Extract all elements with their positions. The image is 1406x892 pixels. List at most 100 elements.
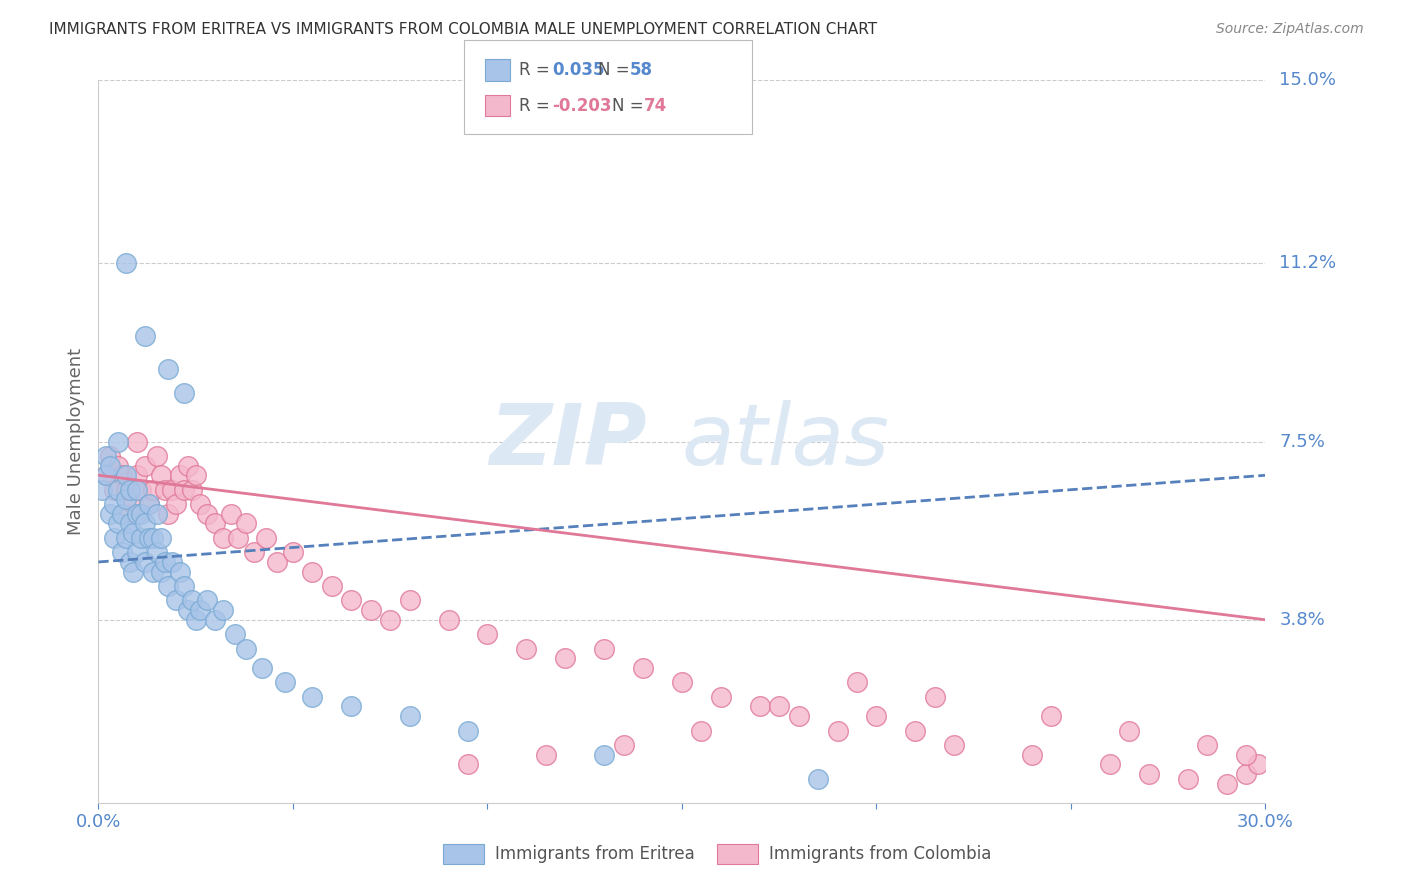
Point (98, 507, 121, 521)
Point (1215, 776, 1237, 790)
Point (98, 458, 121, 473)
Text: N =: N = (598, 61, 634, 79)
Point (1246, 757, 1268, 772)
Point (184, 468, 207, 483)
Point (321, 579, 343, 593)
Point (477, 627, 499, 641)
Point (138, 497, 160, 511)
Point (219, 507, 242, 521)
Point (613, 738, 636, 752)
Point (107, 516, 129, 531)
Point (1118, 723, 1140, 738)
Point (254, 531, 277, 545)
Y-axis label: Male Unemployment: Male Unemployment (66, 348, 84, 535)
Point (748, 699, 770, 714)
Point (1177, 772, 1199, 786)
Point (127, 468, 149, 483)
Point (146, 545, 169, 559)
Point (149, 531, 172, 545)
Point (1234, 747, 1257, 762)
Point (142, 483, 165, 497)
Point (1021, 747, 1043, 762)
Point (212, 531, 235, 545)
Point (162, 555, 184, 569)
Point (180, 593, 202, 607)
Point (1234, 767, 1257, 781)
Point (146, 507, 169, 521)
Point (631, 661, 654, 675)
Point (96, 468, 118, 483)
Point (114, 492, 136, 507)
Point (169, 468, 191, 483)
Point (195, 593, 218, 607)
Point (1098, 757, 1121, 772)
Point (118, 516, 141, 531)
Point (827, 723, 849, 738)
Point (173, 386, 195, 401)
Point (146, 449, 169, 463)
Point (91, 483, 114, 497)
Point (204, 613, 226, 627)
Point (457, 757, 479, 772)
Point (107, 458, 129, 473)
Text: 58: 58 (630, 61, 652, 79)
Point (173, 483, 195, 497)
Point (177, 603, 200, 617)
Point (173, 579, 195, 593)
Point (165, 593, 187, 607)
Text: 15.0%: 15.0% (1279, 71, 1336, 89)
Text: IMMIGRANTS FROM ERITREA VS IMMIGRANTS FROM COLOMBIA MALE UNEMPLOYMENT CORRELATIO: IMMIGRANTS FROM ERITREA VS IMMIGRANTS FR… (49, 22, 877, 37)
Point (380, 613, 402, 627)
Point (1137, 767, 1160, 781)
Point (111, 507, 134, 521)
Point (118, 507, 141, 521)
Point (1040, 709, 1063, 723)
Point (107, 434, 129, 449)
Point (690, 723, 713, 738)
Point (157, 579, 180, 593)
Point (122, 497, 145, 511)
Point (129, 507, 152, 521)
Point (138, 497, 160, 511)
Point (204, 516, 226, 531)
Point (153, 483, 176, 497)
Text: -0.203: -0.203 (553, 96, 612, 114)
Point (153, 555, 176, 569)
Point (266, 555, 288, 569)
Point (157, 507, 180, 521)
Point (103, 531, 125, 545)
Point (398, 709, 420, 723)
Point (212, 603, 235, 617)
Point (149, 468, 172, 483)
Point (118, 555, 141, 569)
Text: Immigrants from Eritrea: Immigrants from Eritrea (495, 845, 695, 863)
Bar (717, 844, 758, 864)
Text: 7.5%: 7.5% (1279, 433, 1326, 450)
Point (243, 545, 266, 559)
Point (127, 483, 149, 497)
Point (195, 507, 218, 521)
Point (235, 641, 257, 656)
Point (671, 675, 693, 690)
Point (865, 709, 887, 723)
Point (107, 483, 129, 497)
Text: atlas: atlas (682, 400, 890, 483)
Bar (443, 844, 484, 864)
Point (134, 328, 156, 343)
Point (169, 565, 191, 579)
Point (710, 690, 733, 704)
Point (96, 449, 118, 463)
Point (118, 483, 141, 497)
Point (360, 603, 382, 617)
Point (340, 593, 363, 607)
Point (846, 675, 869, 690)
Point (114, 256, 136, 270)
Point (162, 483, 184, 497)
Point (122, 526, 145, 541)
Text: N =: N = (612, 96, 648, 114)
Point (274, 675, 297, 690)
Point (111, 545, 134, 559)
Point (924, 690, 946, 704)
Point (157, 362, 180, 376)
Point (134, 555, 156, 569)
